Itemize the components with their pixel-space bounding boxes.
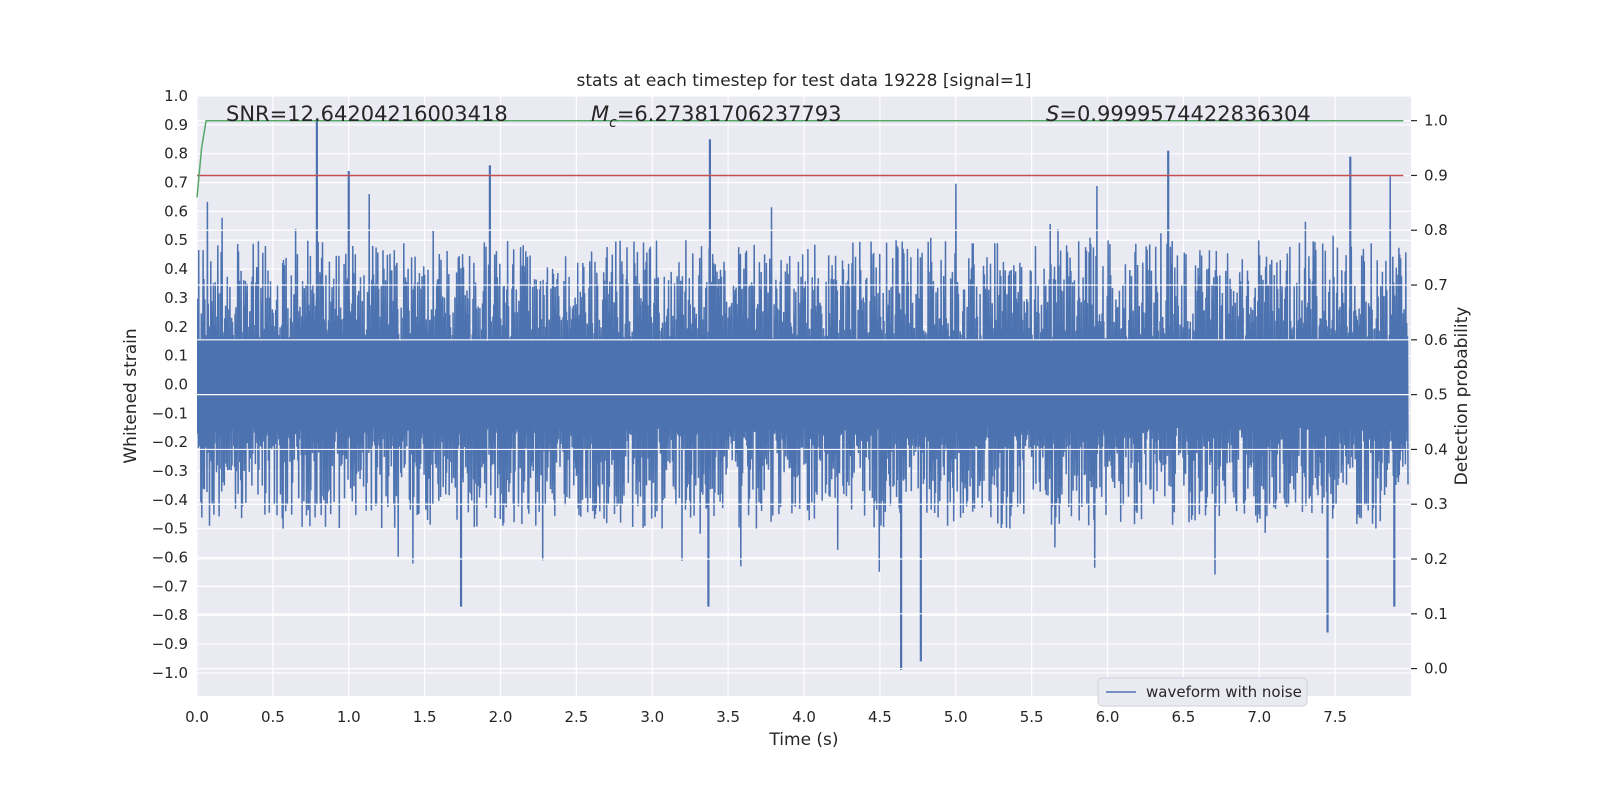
y-tick-label-right: 0.0 (1424, 660, 1448, 678)
x-tick-label: 6.5 (1171, 708, 1195, 726)
x-tick-label: 4.5 (868, 708, 892, 726)
score-value: =0.9999574422836304 (1059, 102, 1310, 126)
y-tick-label-left: 0.1 (164, 347, 188, 365)
x-tick-label: 2.0 (489, 708, 513, 726)
y-tick-label-left: −1.0 (152, 664, 188, 682)
x-tick-label: 2.5 (564, 708, 588, 726)
y-tick-label-left: −0.5 (152, 520, 188, 538)
y-tick-label-left: −0.1 (152, 404, 188, 422)
chirp-mass-value: =6.27381706237793 (617, 102, 842, 126)
y-tick-label-left: −0.7 (152, 577, 188, 595)
y-axis-label-right: Detection probability (1452, 307, 1472, 486)
y-tick-label-left: 0.5 (164, 231, 188, 249)
x-tick-labels: 0.0 0.5 1.0 1.5 2.0 2.5 3.0 3.5 4.0 4.5 5.0 5.5 6.0 6… (185, 708, 1347, 726)
y-tick-label-right: 0.2 (1424, 550, 1448, 568)
y-tick-label-left: −0.3 (152, 462, 188, 480)
y-tick-label-left: 0.7 (164, 174, 188, 192)
x-tick-label: 7.0 (1247, 708, 1271, 726)
chirp-mass-annotation: Mc=6.27381706237793 (591, 102, 842, 131)
y-tick-label-left: 0.6 (164, 202, 188, 220)
chirp-mass-symbol: M (591, 102, 609, 126)
detection-probability-line (196, 119, 1404, 198)
y-tick-label-right: 0.3 (1424, 495, 1448, 513)
y-tick-marks-right (1411, 120, 1417, 670)
legend-label: waveform with noise (1146, 683, 1302, 701)
snr-annotation: SNR=12.64204216003418 (226, 102, 508, 126)
waveform-series (197, 176, 1409, 575)
y-tick-label-left: −0.8 (152, 606, 188, 624)
y-tick-labels-right: 1.0 0.9 0.8 0.7 0.6 0.5 0.4 0.3 0.2 0.1 0.0 (1424, 112, 1448, 678)
y-tick-label-left: 0.9 (164, 116, 188, 134)
score-annotation: S=0.9999574422836304 (1046, 102, 1311, 126)
x-tick-label: 3.5 (716, 708, 740, 726)
x-tick-label: 5.0 (944, 708, 968, 726)
y-tick-label-left: −0.4 (152, 491, 188, 509)
x-axis-label: Time (s) (768, 730, 838, 750)
x-tick-label: 3.0 (640, 708, 664, 726)
y-tick-labels-left: 1.0 0.9 0.8 0.7 0.6 0.5 0.4 0.3 0.2 0.1 0.0 −0.1 −0.… (152, 87, 188, 682)
x-tick-label: 7.5 (1323, 708, 1347, 726)
y-tick-label-left: −0.6 (152, 549, 188, 567)
chirp-mass-subscript: c (609, 115, 617, 131)
y-tick-label-right: 0.8 (1424, 221, 1448, 239)
y-tick-label-right: 1.0 (1424, 112, 1448, 130)
y-tick-label-right: 0.4 (1424, 440, 1448, 458)
score-symbol: S (1046, 102, 1059, 126)
x-tick-label: 1.0 (337, 708, 361, 726)
legend-box (1097, 677, 1308, 707)
y-tick-label-right: 0.9 (1424, 166, 1448, 184)
y-tick-label-left: 0.2 (164, 318, 188, 336)
x-tick-label: 1.5 (413, 708, 437, 726)
x-tick-label: 4.0 (792, 708, 816, 726)
y-tick-label-left: 0.4 (164, 260, 188, 278)
x-tick-label: 0.0 (185, 708, 209, 726)
x-tick-label: 0.5 (261, 708, 285, 726)
y-axis-label-left: Whitened strain (121, 328, 141, 463)
y-tick-label-left: −0.9 (152, 635, 188, 653)
y-tick-label-left: 1.0 (164, 87, 188, 105)
y-tick-label-right: 0.1 (1424, 605, 1448, 623)
y-tick-label-right: 0.5 (1424, 386, 1448, 404)
y-tick-label-left: 0.3 (164, 289, 188, 307)
y-tick-label-left: −0.2 (152, 433, 188, 451)
y-tick-label-left: 0.0 (164, 375, 188, 393)
y-tick-label-left: 0.8 (164, 145, 188, 163)
x-tick-label: 5.5 (1020, 708, 1044, 726)
legend: waveform with noise (1097, 677, 1308, 707)
chart-title: stats at each timestep for test data 192… (577, 71, 1032, 91)
x-tick-label: 6.0 (1096, 708, 1120, 726)
y-tick-label-right: 0.7 (1424, 276, 1448, 294)
y-tick-label-right: 0.6 (1424, 331, 1448, 349)
